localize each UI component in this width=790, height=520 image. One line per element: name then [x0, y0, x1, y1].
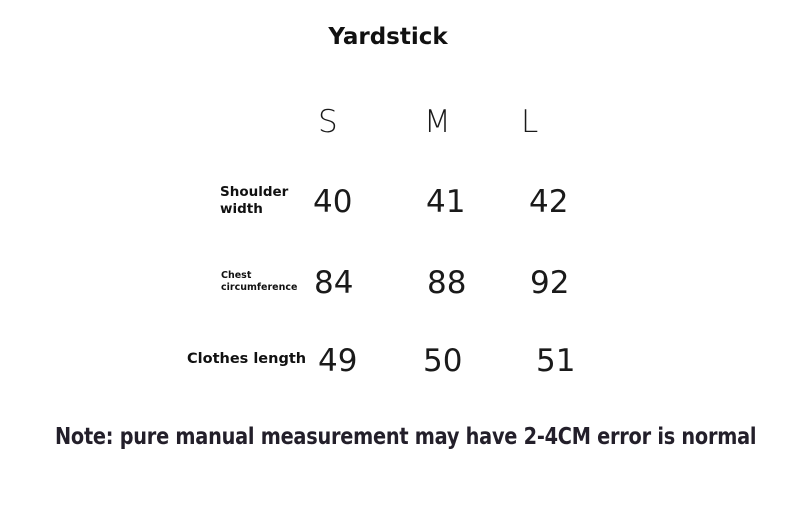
size-header-m: M — [424, 104, 451, 140]
label-line: Shoulder — [220, 184, 289, 200]
value-shoulder-m: 41 — [426, 184, 466, 220]
value-shoulder-l: 42 — [529, 184, 569, 220]
size-header-l: L — [521, 104, 539, 140]
label-line: Chest — [221, 270, 252, 281]
value-length-m: 50 — [423, 343, 463, 379]
value-length-l: 51 — [536, 343, 576, 379]
size-header-s: S — [318, 104, 338, 140]
measurement-note: Note: pure manual measurement may have 2… — [55, 424, 757, 450]
value-chest-l: 92 — [530, 265, 570, 301]
value-chest-m: 88 — [427, 265, 467, 301]
value-chest-s: 84 — [314, 265, 354, 301]
label-line: circumference — [221, 282, 298, 293]
label-line: width — [220, 201, 263, 217]
row-label-shoulder-width: Shoulder width — [220, 184, 288, 218]
chart-title: Yardstick — [328, 24, 448, 50]
row-label-clothes-length: Clothes length — [187, 351, 307, 367]
row-label-chest-circumference: Chest circumference — [221, 270, 297, 294]
value-length-s: 49 — [318, 343, 358, 379]
value-shoulder-s: 40 — [313, 184, 353, 220]
